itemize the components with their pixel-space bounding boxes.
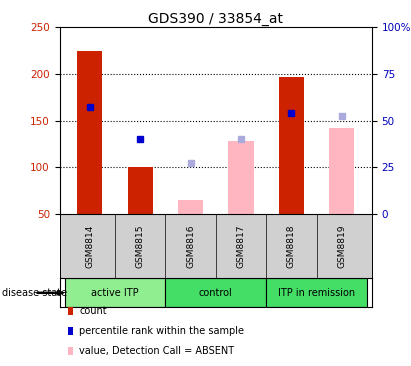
Text: value, Detection Call = ABSENT: value, Detection Call = ABSENT (79, 346, 235, 356)
Text: GSM8814: GSM8814 (85, 224, 94, 268)
Text: control: control (199, 288, 233, 298)
Bar (178, 200, 203, 214)
Text: disease state: disease state (2, 288, 67, 298)
Bar (165, 278, 266, 307)
Text: GSM8819: GSM8819 (337, 224, 346, 268)
Text: active ITP: active ITP (91, 288, 139, 298)
Bar (229, 141, 254, 214)
Title: GDS390 / 33854_at: GDS390 / 33854_at (148, 12, 283, 26)
Text: GSM8815: GSM8815 (136, 224, 145, 268)
Text: ITP in remission: ITP in remission (278, 288, 355, 298)
Bar (329, 128, 354, 214)
Text: percentile rank within the sample: percentile rank within the sample (79, 326, 245, 336)
Bar (279, 77, 304, 214)
Bar (266, 278, 367, 307)
Text: GSM8818: GSM8818 (287, 224, 296, 268)
Bar (77, 51, 102, 214)
Bar (127, 168, 153, 214)
Bar (65, 278, 165, 307)
Text: GSM8817: GSM8817 (236, 224, 245, 268)
Text: GSM8816: GSM8816 (186, 224, 195, 268)
Text: count: count (79, 306, 107, 316)
